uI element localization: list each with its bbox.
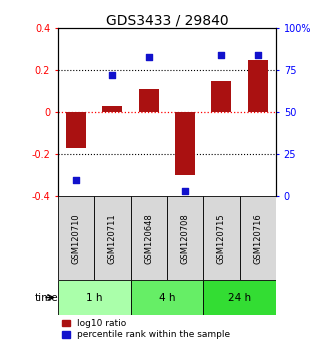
Point bbox=[146, 54, 151, 60]
Bar bbox=[131, 280, 203, 315]
Text: GSM120648: GSM120648 bbox=[144, 213, 153, 264]
Text: GSM120711: GSM120711 bbox=[108, 213, 117, 264]
Point bbox=[110, 73, 115, 78]
Bar bbox=[203, 280, 276, 315]
Point bbox=[183, 189, 188, 194]
Bar bbox=[212, 81, 231, 112]
Text: GSM120708: GSM120708 bbox=[181, 213, 190, 264]
Point bbox=[255, 52, 260, 58]
Bar bbox=[131, 196, 167, 280]
Text: 4 h: 4 h bbox=[159, 292, 175, 303]
Text: 1 h: 1 h bbox=[86, 292, 102, 303]
Bar bbox=[58, 196, 94, 280]
Text: time: time bbox=[35, 292, 58, 303]
Text: GSM120710: GSM120710 bbox=[72, 213, 81, 264]
Title: GDS3433 / 29840: GDS3433 / 29840 bbox=[106, 13, 228, 27]
Bar bbox=[102, 106, 122, 112]
Point bbox=[219, 52, 224, 58]
Bar bbox=[240, 196, 276, 280]
Bar bbox=[175, 112, 195, 175]
Bar bbox=[94, 196, 131, 280]
Bar bbox=[139, 89, 159, 112]
Legend: log10 ratio, percentile rank within the sample: log10 ratio, percentile rank within the … bbox=[62, 319, 230, 339]
Bar bbox=[203, 196, 240, 280]
Point bbox=[74, 177, 79, 182]
Bar bbox=[248, 60, 268, 112]
Text: GSM120715: GSM120715 bbox=[217, 213, 226, 264]
Bar bbox=[66, 112, 86, 148]
Bar bbox=[58, 280, 131, 315]
Bar bbox=[167, 196, 203, 280]
Text: 24 h: 24 h bbox=[228, 292, 251, 303]
Text: GSM120716: GSM120716 bbox=[253, 213, 262, 264]
